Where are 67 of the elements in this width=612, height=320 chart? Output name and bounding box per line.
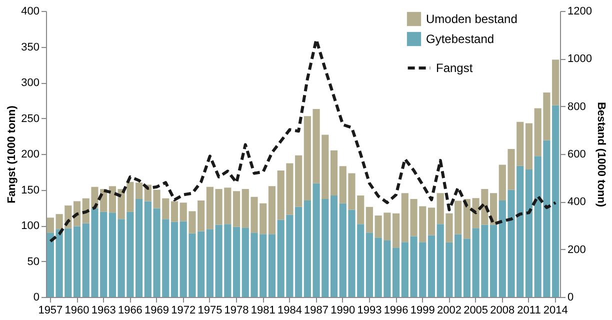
x-tick-label: 2002 (436, 304, 462, 316)
bar (206, 229, 214, 297)
bar (330, 150, 338, 196)
y2-tick-label: 1000 (568, 53, 592, 66)
y-tick-label: 50 (27, 256, 40, 268)
x-tick-label: 1987 (304, 304, 329, 316)
bar (366, 206, 374, 233)
bar (232, 226, 240, 297)
x-tick-label: 1984 (277, 304, 302, 316)
x-tick-label: 1975 (198, 304, 222, 316)
x-tick-label: 1996 (384, 304, 408, 316)
legend-label: Umoden bestand (426, 12, 518, 26)
bar (136, 199, 143, 297)
bar (108, 186, 116, 213)
bar (232, 191, 240, 227)
y2-tick-label: 400 (568, 196, 586, 208)
bar (268, 186, 276, 234)
bar (463, 238, 470, 297)
x-tick-label: 2008 (490, 304, 515, 316)
y2-tick-label: 200 (568, 244, 586, 256)
bar (73, 226, 81, 297)
legend-label: Gytebestand (426, 32, 494, 46)
x-tick-label: 1981 (250, 304, 276, 316)
y-axis-title: Fangst (1000 tonn) (6, 105, 18, 204)
x-tick-label: 1966 (118, 304, 142, 316)
x-tick-label: 1963 (91, 304, 116, 316)
y-tick-label: 300 (21, 77, 40, 89)
bar (330, 195, 338, 297)
bar (392, 248, 400, 297)
bar (525, 123, 533, 170)
bar (170, 222, 178, 297)
bar (525, 169, 533, 297)
y-tick-label: 0 (33, 292, 40, 304)
x-tick-label: 1990 (330, 304, 356, 316)
bar (428, 208, 436, 236)
y2-tick-label: 1200 (568, 6, 592, 18)
bar (366, 232, 374, 297)
x-tick-label: 1969 (144, 304, 170, 316)
y-tick-label: 200 (21, 148, 40, 160)
y2-axis-title: Bestand (1000 tonn) (594, 102, 607, 208)
x-tick-label: 1999 (410, 304, 435, 316)
bar (392, 213, 400, 248)
bar (268, 234, 276, 297)
bar (108, 212, 116, 297)
bar (206, 186, 214, 230)
y-tick-label: 100 (21, 220, 40, 232)
x-tick-label: 2014 (543, 304, 568, 316)
y2-tick-label: 600 (568, 148, 586, 160)
y2-tick-label: 0 (568, 292, 574, 304)
bar (136, 182, 143, 200)
bar (490, 224, 498, 297)
x-tick-label: 2011 (517, 304, 541, 316)
legend-label: Fangst (436, 61, 474, 75)
bar (463, 199, 470, 239)
y2-tick-label: 800 (568, 100, 586, 113)
x-tick-label: 2005 (464, 304, 488, 316)
bar (170, 201, 178, 222)
x-tick-label: 1993 (357, 304, 382, 316)
x-tick-label: 1972 (171, 304, 196, 316)
x-tick-label: 1957 (38, 304, 63, 316)
x-tick-label: 1978 (224, 304, 249, 316)
y-tick-label: 350 (21, 41, 40, 54)
x-tick-label: 1960 (64, 304, 90, 316)
y-tick-label: 250 (21, 112, 40, 125)
y-tick-label: 150 (21, 184, 40, 196)
bar (428, 235, 436, 297)
y-tick-label: 400 (21, 6, 40, 18)
